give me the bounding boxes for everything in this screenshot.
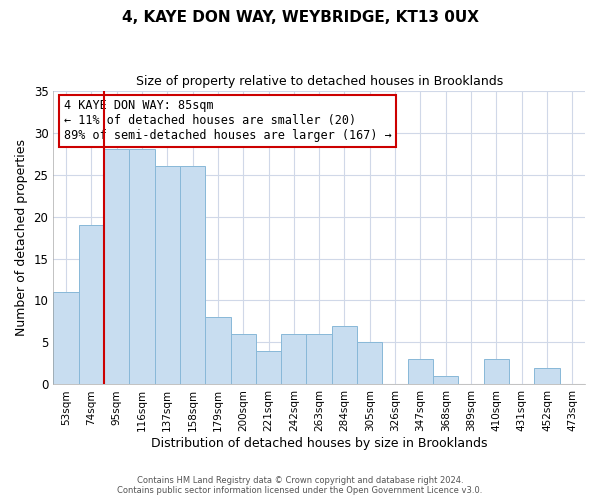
Bar	[205, 318, 230, 384]
Bar	[155, 166, 180, 384]
X-axis label: Distribution of detached houses by size in Brooklands: Distribution of detached houses by size …	[151, 437, 487, 450]
Bar	[79, 225, 104, 384]
Bar	[484, 360, 509, 384]
Bar	[53, 292, 79, 384]
Bar	[230, 334, 256, 384]
Bar	[180, 166, 205, 384]
Bar	[281, 334, 307, 384]
Bar	[535, 368, 560, 384]
Bar	[332, 326, 357, 384]
Bar	[357, 342, 382, 384]
Bar	[256, 351, 281, 384]
Bar	[129, 150, 155, 384]
Bar	[104, 150, 129, 384]
Bar	[433, 376, 458, 384]
Y-axis label: Number of detached properties: Number of detached properties	[15, 139, 28, 336]
Bar	[307, 334, 332, 384]
Bar	[408, 360, 433, 384]
Text: 4, KAYE DON WAY, WEYBRIDGE, KT13 0UX: 4, KAYE DON WAY, WEYBRIDGE, KT13 0UX	[121, 10, 479, 25]
Title: Size of property relative to detached houses in Brooklands: Size of property relative to detached ho…	[136, 75, 503, 88]
Text: Contains HM Land Registry data © Crown copyright and database right 2024.
Contai: Contains HM Land Registry data © Crown c…	[118, 476, 482, 495]
Text: 4 KAYE DON WAY: 85sqm
← 11% of detached houses are smaller (20)
89% of semi-deta: 4 KAYE DON WAY: 85sqm ← 11% of detached …	[64, 100, 392, 142]
